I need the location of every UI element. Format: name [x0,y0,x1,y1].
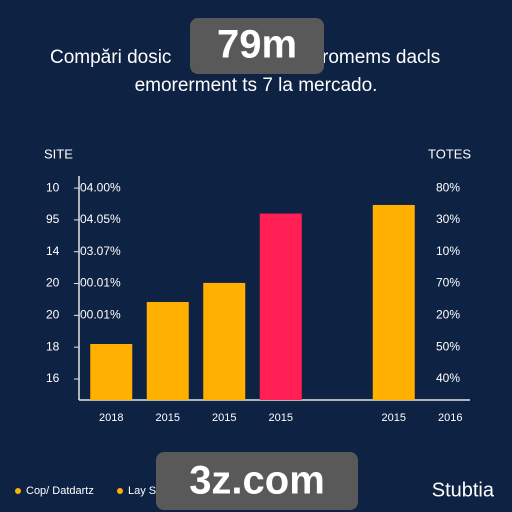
y2-axis-label: TOTES [428,146,471,161]
inner-label: 03.07% [80,244,121,258]
y-tick-label: 20 [46,276,60,290]
inner-label: 04.05% [80,212,121,226]
y2-tick-label: 20% [436,308,460,322]
inner-label: 04.00% [80,180,121,194]
y2-tick-label: 40% [436,371,460,385]
y2-tick-label: 70% [436,276,460,290]
y-tick-label: 18 [46,339,60,353]
legend-swatch [117,488,123,494]
y-tick-label: 10 [46,180,60,194]
inner-label: 00.01% [80,308,121,322]
bar [372,204,415,400]
legend-swatch [15,488,21,494]
x-tick-label: 2015 [382,412,406,424]
title-part: Compări dosic [50,47,171,68]
x-tick-label: 2018 [99,412,123,424]
brand: Stubtia [432,479,495,501]
x-tick-label: 2015 [212,412,236,424]
y-axis-label: SITE [44,146,73,161]
legend-label: Cop/ Datdartz [26,485,94,497]
x-tick-label: 2016 [438,412,462,424]
y2-tick-label: 30% [436,212,460,226]
y-tick-label: 14 [46,244,60,258]
y2-tick-label: 50% [436,339,460,353]
y-tick-label: 95 [46,212,60,226]
badge-text: 3z.com [189,459,325,503]
bar [259,213,302,400]
title-part: romems dacls [322,47,440,68]
y2-tick-label: 10% [436,244,460,258]
y-tick-label: 16 [46,371,60,385]
bar [90,344,133,400]
bar [146,302,189,400]
inner-label: 00.01% [80,276,121,290]
bar [203,282,246,400]
title-part: emorerment ts 7 la mercado. [135,75,378,96]
x-tick-label: 2015 [156,412,180,424]
x-tick-label: 2015 [269,412,293,424]
y2-tick-label: 80% [436,180,460,194]
badge [190,18,324,74]
legend-label: Lay S [128,485,156,497]
y-tick-label: 20 [46,308,60,322]
badge-text: 79m [217,23,297,67]
badge [156,452,358,510]
